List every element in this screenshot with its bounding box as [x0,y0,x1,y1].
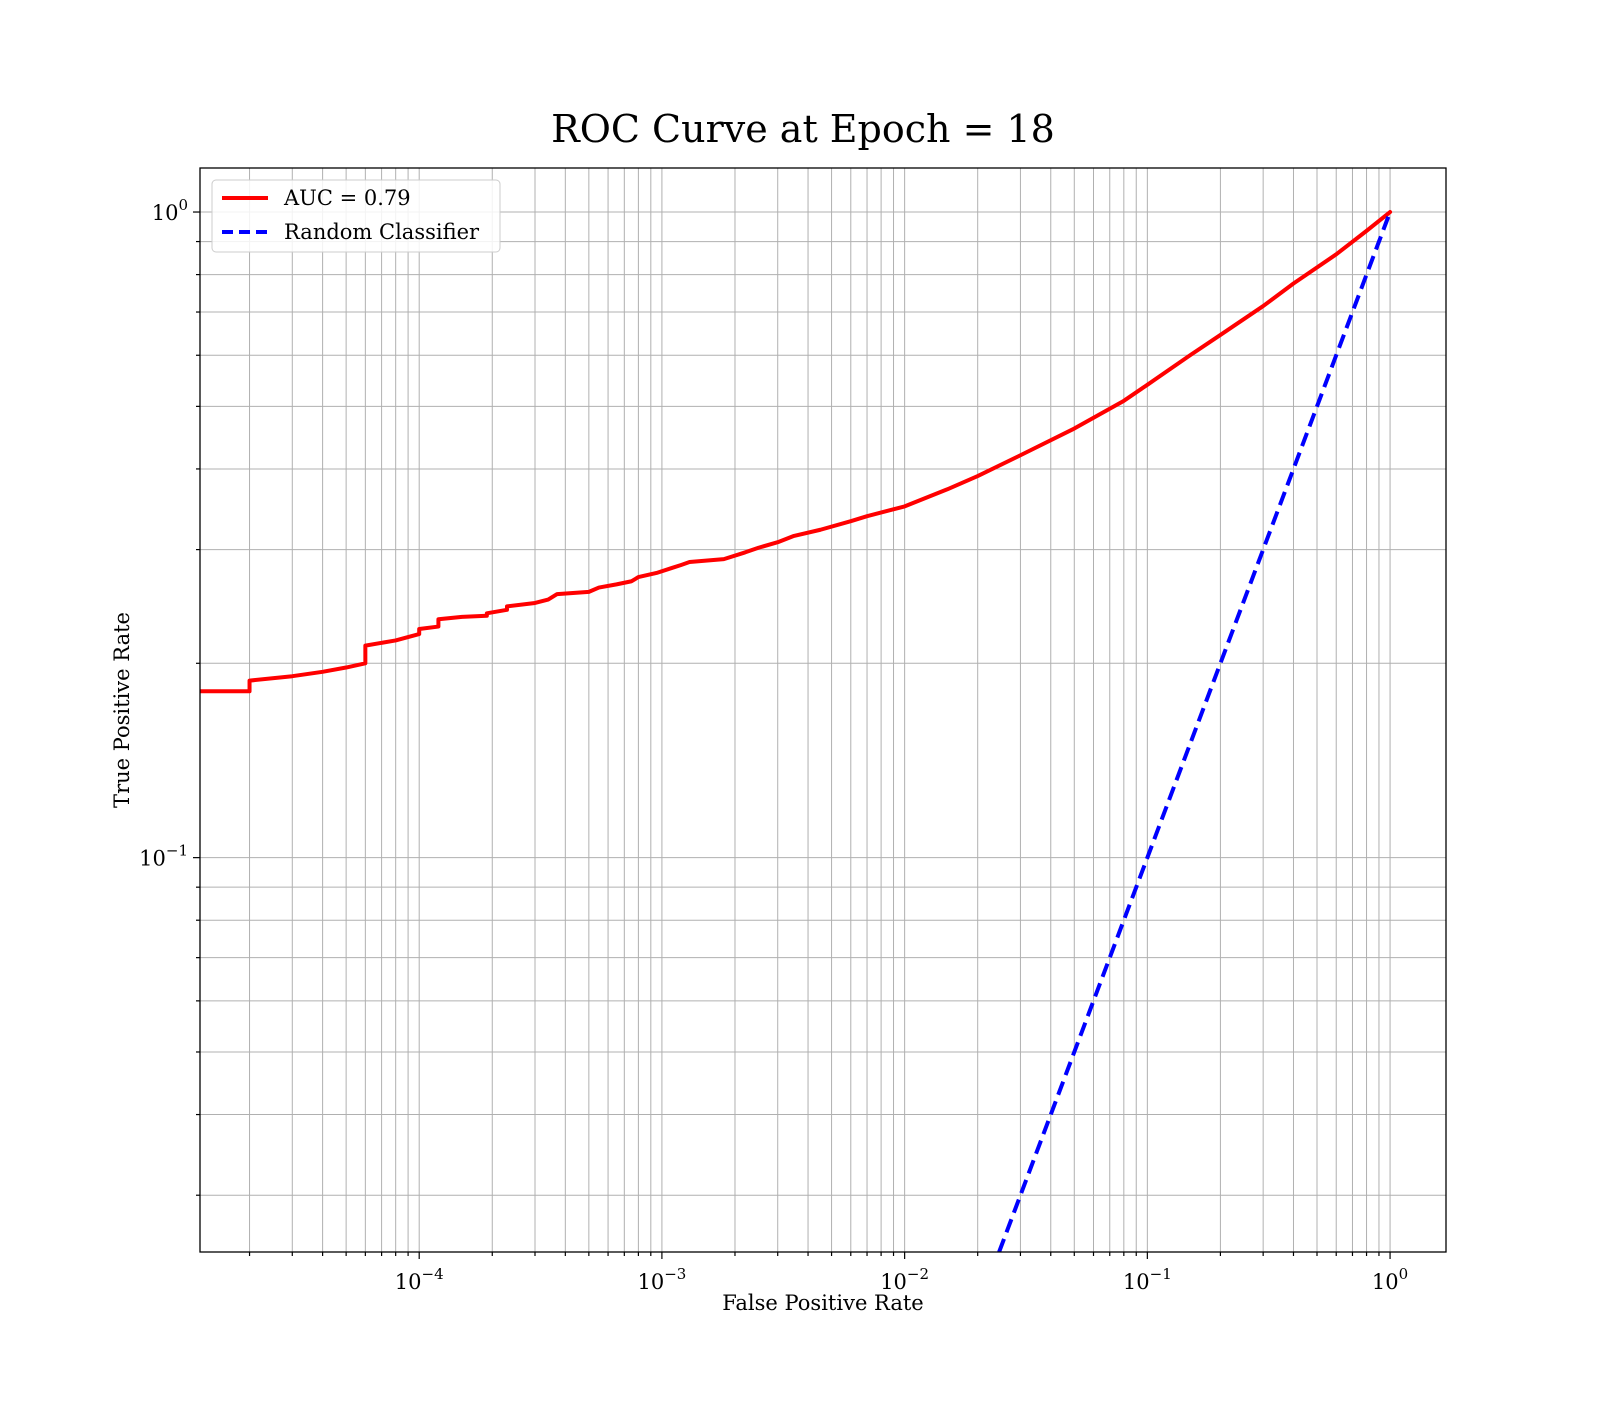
legend-box [211,179,501,253]
y-tick-label: 10−1 [139,842,188,871]
x-tick-label: 10−4 [395,1265,444,1294]
legend: AUC = 0.79 Random Classifier [211,179,501,253]
series-layer [200,210,1393,1252]
x-axis-label: False Positive Rate [722,1291,923,1315]
x-tick-label: 10−3 [637,1265,686,1294]
legend-label-auc: AUC = 0.79 [283,186,411,210]
legend-label-random: Random Classifier [284,220,480,244]
plot-frame [199,167,1447,1253]
y-axis-label: True Positive Rate [110,612,134,808]
roc-curve-line [200,210,1393,694]
x-tick-label: 10−1 [1123,1265,1172,1294]
ticks: 10−4 10−3 10−2 10−1 100 10−1 100 [139,196,1408,1294]
y-tick-label: 100 [152,196,188,225]
chart-title: ROC Curve at Epoch = 18 [551,107,1055,151]
random-classifier-line [997,211,1392,1252]
x-tick-label: 100 [1372,1265,1408,1294]
grid [200,168,1446,1252]
x-tick-label: 10−2 [880,1265,929,1294]
